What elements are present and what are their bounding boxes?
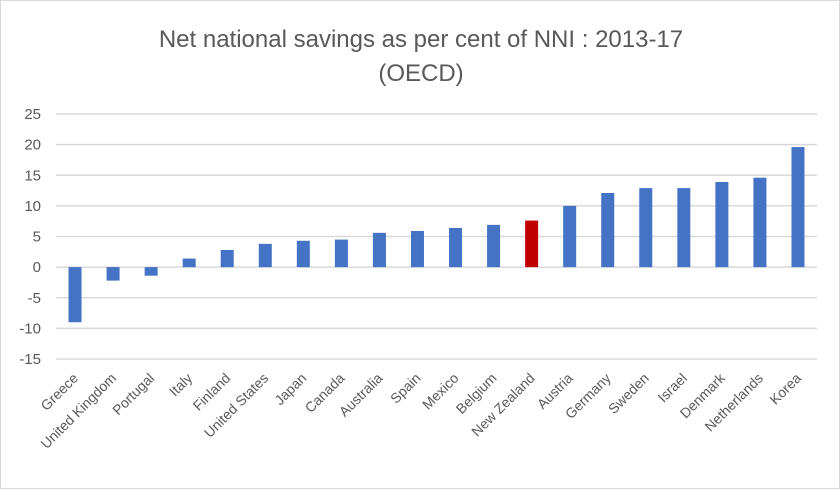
y-tick-label: -10: [19, 320, 41, 337]
x-tick-label: Portugal: [109, 370, 157, 418]
bar-sweden: [639, 188, 653, 268]
chart-title: Net national savings as per cent of NNI …: [159, 26, 683, 53]
bar-greece: [68, 267, 82, 323]
y-tick-label: -5: [28, 290, 41, 307]
y-tick-label: 20: [24, 137, 41, 154]
bar-belgium: [487, 224, 501, 268]
x-tick-label: Israel: [654, 370, 690, 406]
bar-netherlands: [753, 177, 767, 268]
y-tick-label: 0: [33, 259, 41, 276]
bar-united-kingdom: [106, 267, 120, 281]
y-tick-label: 10: [24, 198, 41, 215]
bar-italy: [182, 258, 196, 268]
bar-spain: [410, 230, 424, 268]
bar-new-zealand: [525, 220, 539, 268]
chart-subtitle: (OECD): [378, 60, 463, 87]
x-tick-label: Sweden: [605, 370, 652, 417]
y-tick-label: 5: [33, 229, 41, 246]
bar-korea: [791, 147, 805, 268]
bar-austria: [563, 205, 577, 268]
bar-canada: [334, 239, 348, 268]
y-tick-label: -15: [19, 351, 41, 368]
bar-finland: [220, 249, 234, 268]
bar-germany: [601, 193, 615, 268]
bar-israel: [677, 188, 691, 268]
bar-mexico: [449, 227, 463, 268]
x-tick-label: Korea: [766, 370, 804, 408]
bar-denmark: [715, 181, 729, 268]
bar-japan: [296, 240, 310, 268]
bar-portugal: [144, 267, 158, 276]
x-tick-label: Italy: [166, 370, 195, 399]
y-tick-label: 15: [24, 167, 41, 184]
bar-united-states: [258, 243, 272, 268]
bar-australia: [372, 232, 386, 268]
y-tick-label: 25: [24, 106, 41, 123]
